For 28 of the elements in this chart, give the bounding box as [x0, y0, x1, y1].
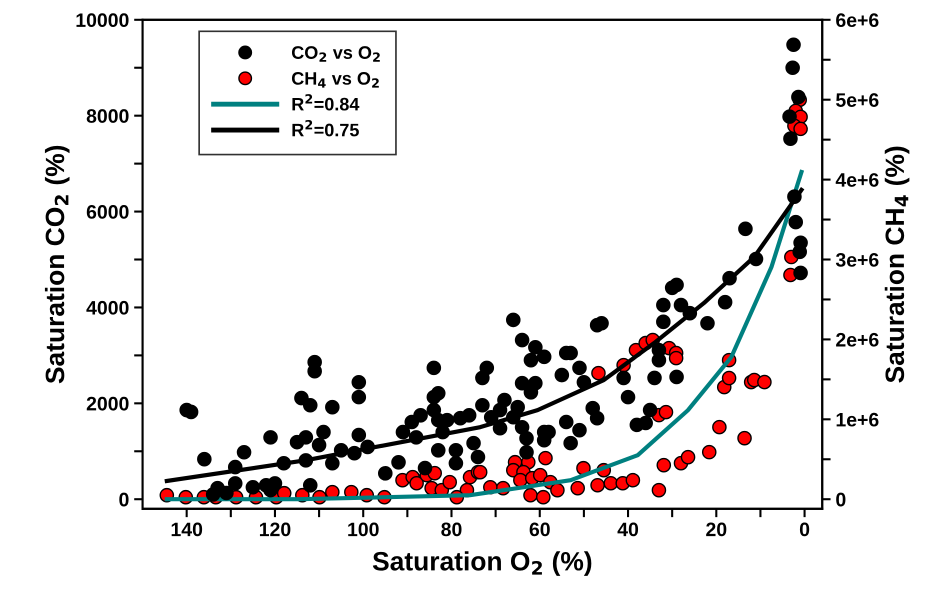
x-tick-label: 100 — [348, 522, 379, 536]
x-tick-label: 120 — [260, 522, 290, 536]
y-tick-label: 10000 — [76, 13, 129, 28]
y2-tick-label: 2e+6 — [836, 332, 879, 347]
x-tick-label: 40 — [618, 522, 638, 536]
x-axis-title: Saturation O$_{2}$ (%) — [372, 551, 592, 576]
x-tick-label: 20 — [706, 522, 726, 536]
x-tick-label: 60 — [530, 522, 550, 536]
legend-label: CH$_{4}$ vs O$_{2}$ — [292, 72, 379, 88]
y2-tick-label: 4e+6 — [836, 173, 879, 187]
y2-tick-label: 1e+6 — [836, 412, 879, 427]
y-tick-label: 0 — [119, 492, 129, 506]
legend-label: CO$_{2}$ vs O$_{2}$ — [292, 46, 380, 62]
y-tick-label: 6000 — [86, 205, 129, 219]
y-tick-label: 2000 — [86, 396, 129, 411]
y-tick-label: 8000 — [86, 109, 129, 123]
x-tick-label: 80 — [441, 522, 462, 536]
x-tick-label: 140 — [172, 522, 202, 536]
y2-axis-title: Saturation CH$_{4}$ (%) — [884, 146, 910, 383]
legend-label: R$^{2}$=0.84 — [292, 94, 360, 111]
y2-tick-label: 5e+6 — [836, 93, 879, 107]
x-tick-label: 0 — [800, 522, 810, 536]
y2-tick-label: 6e+6 — [836, 13, 879, 28]
y-tick-label: 4000 — [86, 300, 129, 315]
y2-tick-label: 3e+6 — [836, 252, 879, 267]
legend-label: R$^{2}$=0.75 — [292, 120, 359, 136]
y-axis-title: Saturation CO$_{2}$ (%) — [44, 146, 70, 384]
y2-tick-label: 0 — [836, 492, 846, 506]
